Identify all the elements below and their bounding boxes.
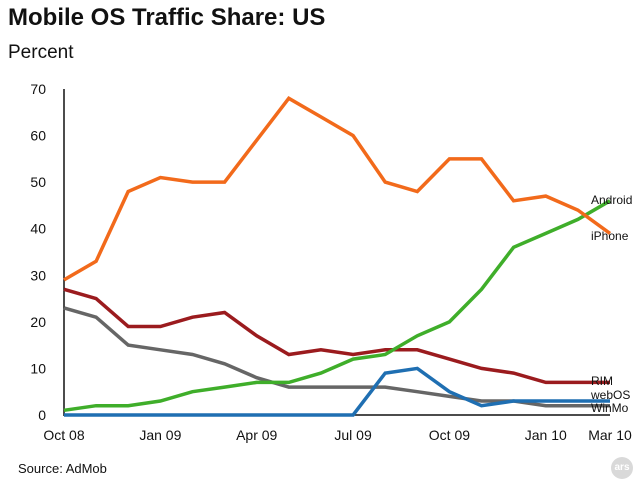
x-tick-label: Jan 09 — [139, 427, 181, 443]
series-line-iphone — [63, 96, 612, 282]
chart-series — [63, 96, 612, 417]
chart-subtitle: Percent — [8, 42, 74, 63]
series-line-android — [63, 199, 611, 413]
y-tick-label: 0 — [38, 407, 46, 423]
series-line-webos — [64, 366, 610, 417]
source-note: Source: AdMob — [18, 461, 107, 476]
series-line-rim — [63, 287, 610, 385]
series-label-android: Android — [591, 193, 632, 207]
y-tick-label: 60 — [30, 128, 46, 144]
x-tick-label: Oct 08 — [43, 427, 84, 443]
chart-axes: 0 10 20 30 40 50 60 70 Oct 08 Jan 09 Apr 09 Jul 09 O… — [30, 81, 632, 443]
x-tick-label: Oct 09 — [429, 427, 470, 443]
series-label-iphone: iPhone — [591, 229, 629, 243]
x-tick-label: Mar 10 — [588, 427, 632, 443]
y-tick-label: 30 — [30, 267, 46, 283]
y-tick-label: 50 — [30, 174, 46, 190]
series-line-winmo — [63, 306, 610, 408]
chart-title: Mobile OS Traffic Share: US — [8, 4, 326, 31]
y-tick-label: 10 — [30, 360, 46, 376]
y-tick-label: 70 — [30, 81, 46, 97]
x-tick-label: Jul 09 — [334, 427, 372, 443]
ars-logo-badge: ars — [611, 457, 633, 479]
y-tick-label: 20 — [30, 314, 46, 330]
y-tick-label: 40 — [30, 221, 46, 237]
x-tick-label: Jan 10 — [525, 427, 567, 443]
x-tick-label: Apr 09 — [236, 427, 277, 443]
series-label-winmo: WinMo — [591, 401, 629, 415]
series-label-webos: webOS — [590, 388, 630, 402]
series-label-rim: RIM — [591, 374, 613, 388]
